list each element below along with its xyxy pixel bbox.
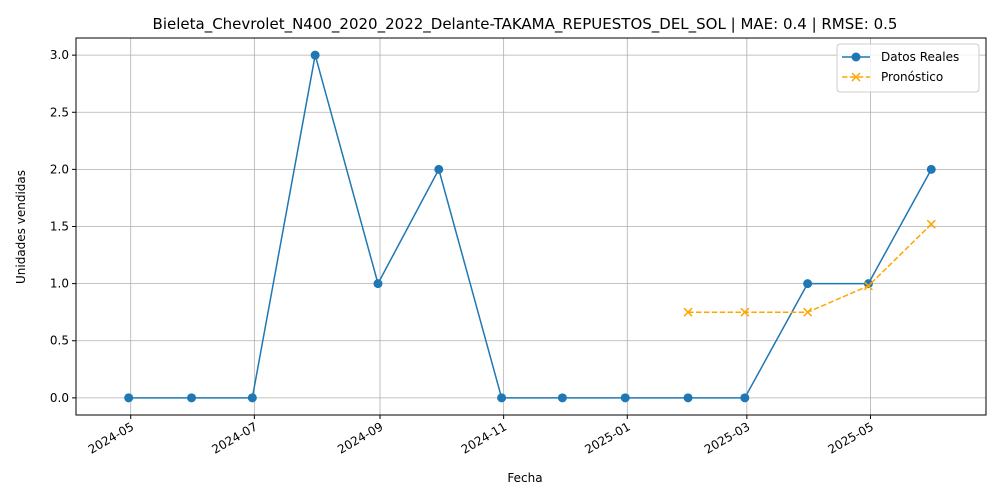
data-point [434, 164, 444, 174]
x-axis-label: Fecha [507, 471, 542, 485]
x-tick-label: 2025-05 [826, 419, 876, 456]
x-axis-ticks: 2024-05 2024-07 2024-09 2024-11 2025-01 2025-… [86, 415, 876, 457]
data-point [863, 281, 873, 291]
data-point [803, 307, 813, 317]
grid [76, 38, 986, 415]
data-point [187, 393, 197, 403]
legend: Datos Reales Pronóstico [836, 43, 980, 93]
legend-marker [851, 52, 861, 62]
plot-series [124, 50, 936, 403]
legend-label: Datos Reales [881, 50, 959, 64]
y-tick-label: 0.5 [50, 334, 69, 348]
chart-title: Bieleta_Chevrolet_N400_2020_2022_Delante… [153, 15, 898, 34]
y-tick-label: 1.5 [50, 220, 69, 234]
data-point [683, 393, 693, 403]
legend-box [836, 43, 980, 93]
y-tick-label: 2.0 [50, 162, 69, 176]
legend-label: Pronóstico [881, 70, 943, 84]
x-tick-label: 2024-09 [335, 419, 385, 456]
data-point [247, 393, 257, 403]
y-axis-label: Unidades vendidas [14, 170, 28, 284]
y-tick-label: 3.0 [50, 48, 69, 62]
y-tick-label: 1.0 [50, 277, 69, 291]
y-tick-label: 0.0 [50, 391, 69, 405]
legend-item: Pronóstico [842, 70, 943, 84]
legend-marker [851, 72, 861, 82]
x-tick-label: 2025-03 [702, 419, 752, 456]
data-point [740, 393, 750, 403]
x-tick-label: 2024-05 [86, 419, 136, 456]
data-point [497, 393, 507, 403]
series-actual [124, 50, 936, 403]
data-point [926, 219, 936, 229]
data-point [124, 393, 134, 403]
x-tick-label: 2025-01 [582, 419, 632, 456]
data-point [310, 50, 320, 60]
data-point [683, 307, 693, 317]
y-axis-ticks: 0.0 0.5 1.0 1.5 2.0 2.5 3.0 [50, 48, 76, 405]
data-point [863, 279, 873, 289]
data-point [557, 393, 567, 403]
data-point [740, 307, 750, 317]
data-point [803, 279, 813, 289]
data-point [620, 393, 630, 403]
x-tick-label: 2024-11 [459, 419, 509, 456]
series-forecast [683, 219, 936, 317]
y-tick-label: 2.5 [50, 105, 69, 119]
legend-item: Datos Reales [842, 50, 959, 64]
series-line [688, 223, 932, 313]
data-point [373, 279, 383, 289]
x-tick-label: 2024-07 [209, 419, 259, 456]
data-point [926, 164, 936, 174]
series-line [128, 54, 932, 399]
